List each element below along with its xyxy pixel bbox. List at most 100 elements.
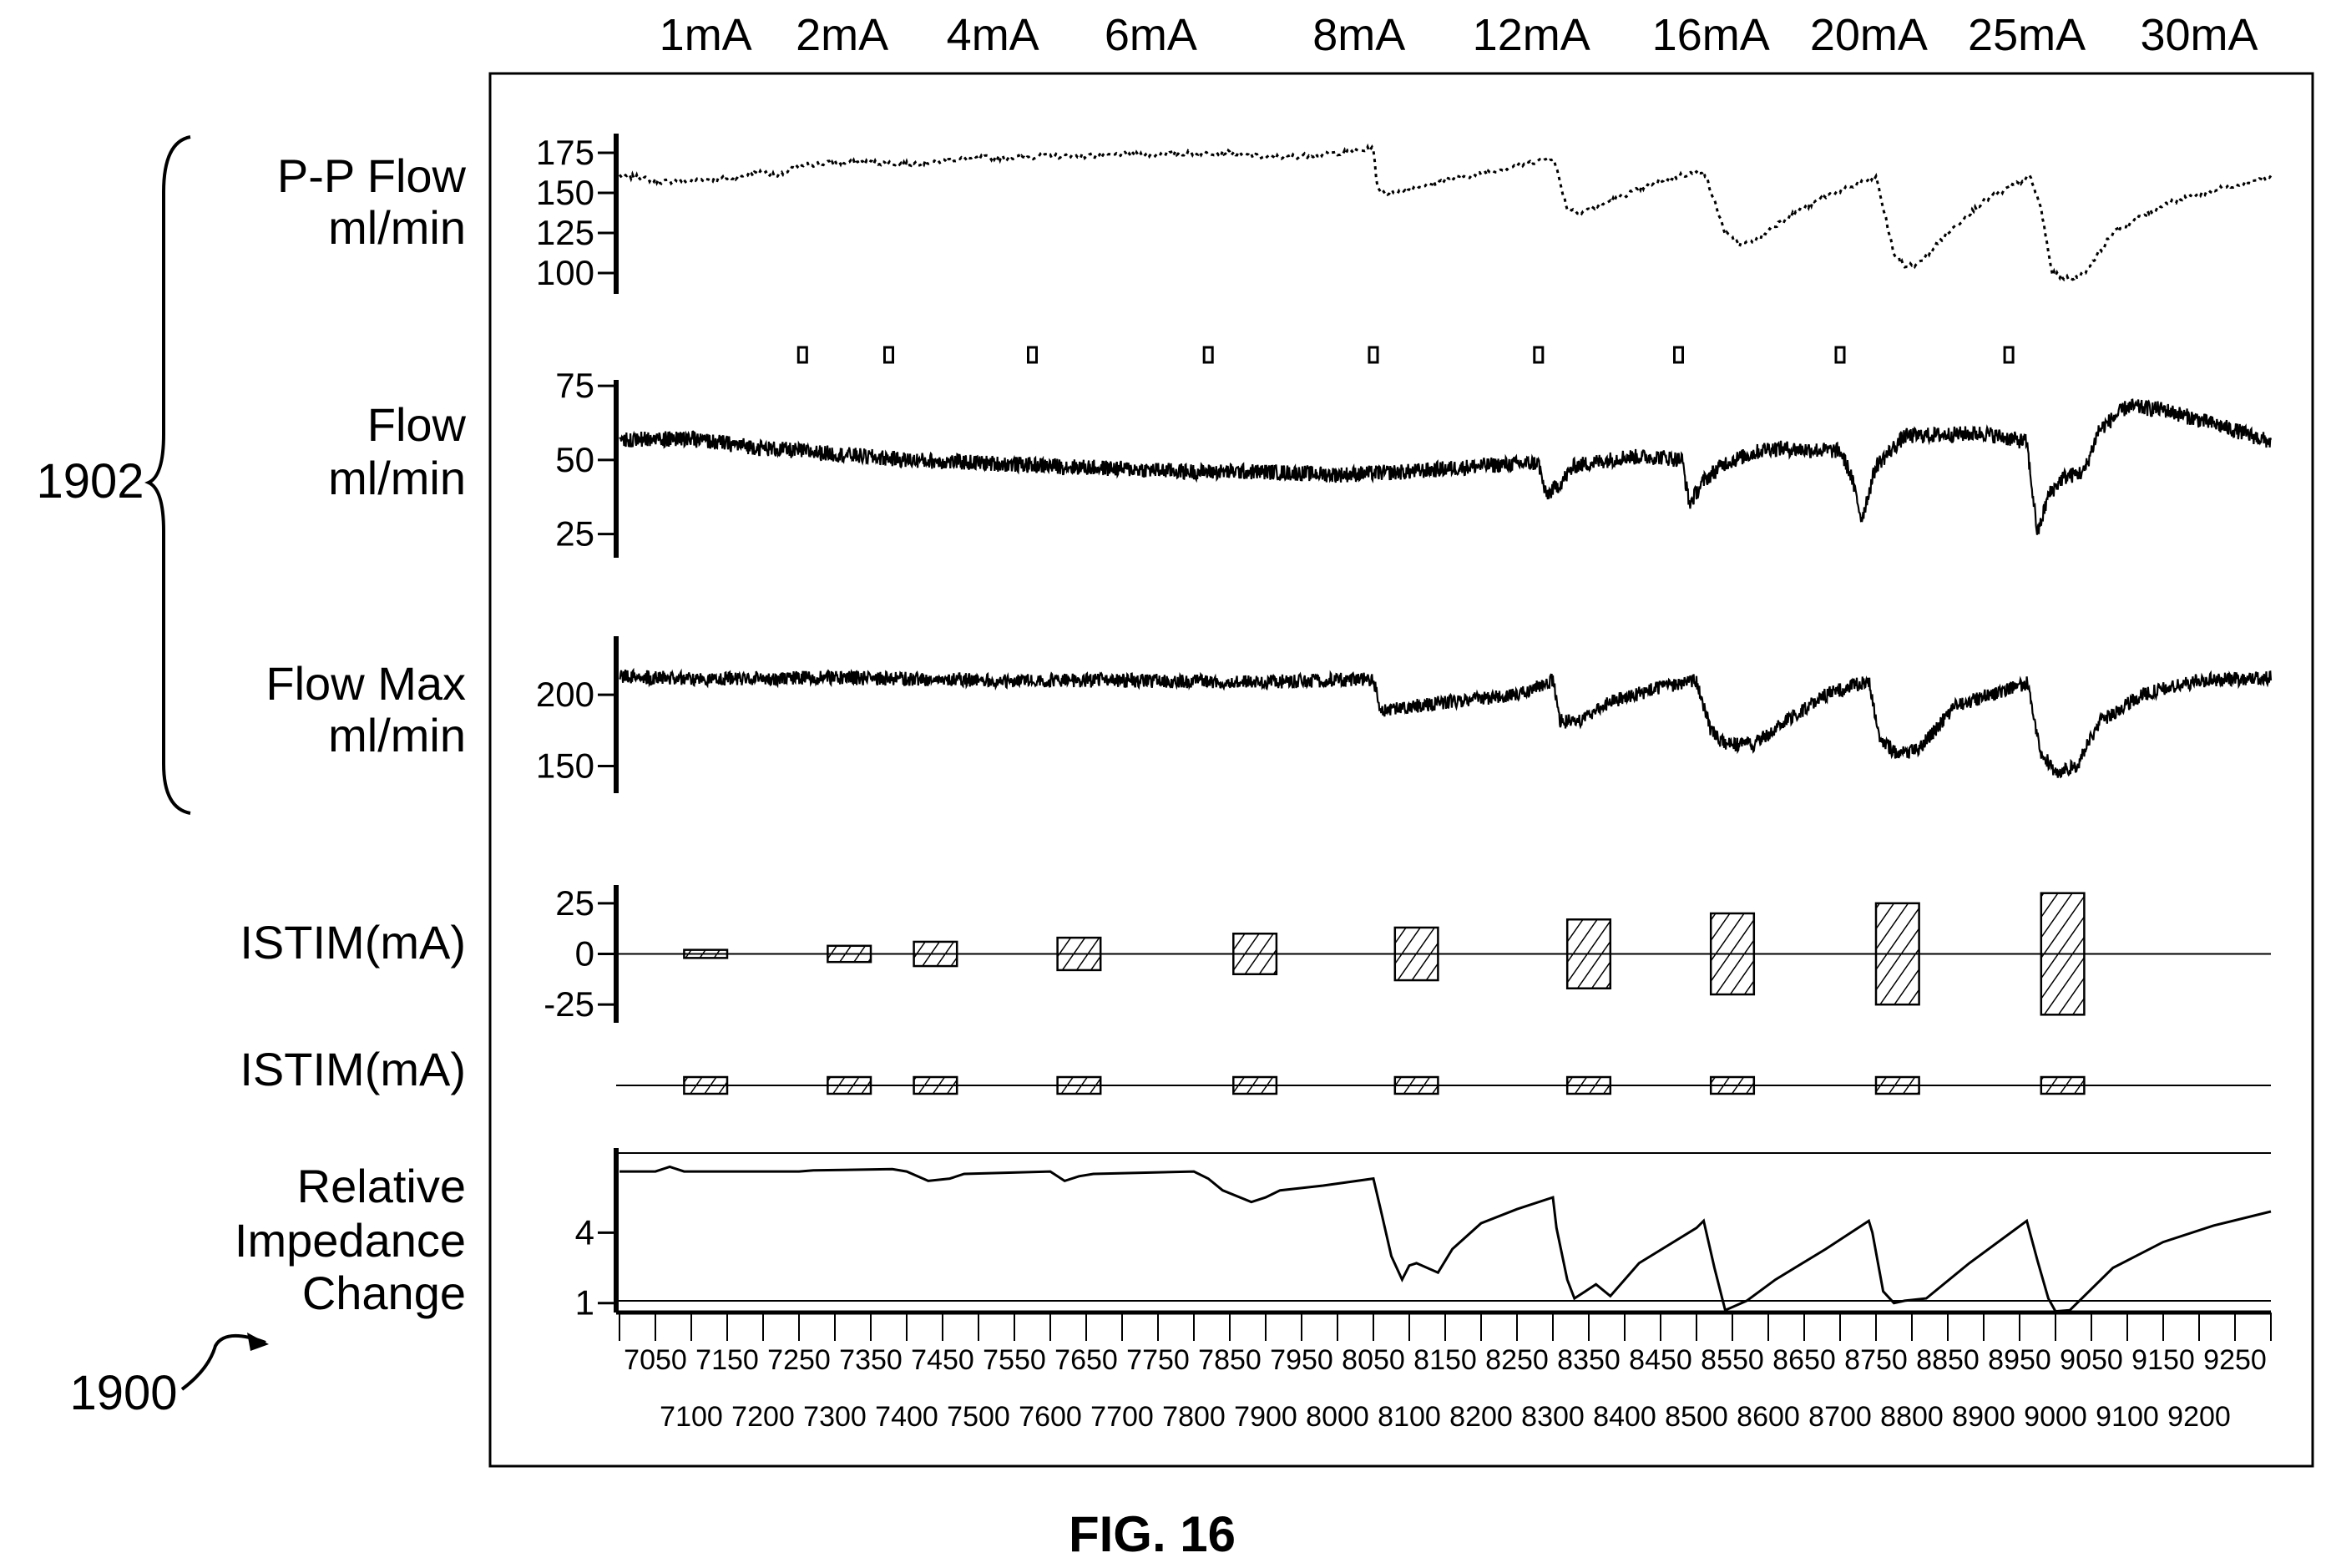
current-label: 20mA (1810, 10, 1928, 60)
x-tick-label: 8900 (1952, 1401, 2015, 1433)
x-tick-label: 8700 (1808, 1401, 1872, 1433)
current-labels-row: 1mA 2mA 4mA 6mA 8mA 12mA 16mA 20mA 25mA 30mA (660, 10, 2258, 60)
panel-label: ISTIM(mA) (240, 916, 466, 969)
panel-label: Change (302, 1267, 466, 1319)
stim-timing-box (1709, 1075, 1756, 1095)
event-markers (796, 346, 2015, 364)
x-tick-label: 7050 (624, 1344, 687, 1376)
x-tick-label: 7100 (660, 1401, 723, 1433)
panel-label: Relative (297, 1160, 466, 1212)
stim-amplitude-bar (1565, 918, 1612, 989)
x-tick-label: 7400 (875, 1401, 938, 1433)
x-tick-label: 8350 (1557, 1344, 1621, 1376)
x-tick-label: 8250 (1485, 1344, 1549, 1376)
stim-timing-box (1565, 1075, 1612, 1095)
panel-label: Flow (367, 398, 467, 451)
stim-amplitude-bar (1874, 902, 1920, 1006)
x-tick-label: 8650 (1772, 1344, 1836, 1376)
plot-frame (488, 72, 2314, 1468)
event-marker (1368, 346, 1379, 364)
y-tick-label: 25 (555, 883, 594, 923)
x-tick-label: 8150 (1413, 1344, 1477, 1376)
stim-timing-box (827, 1075, 872, 1095)
current-label: 8mA (1312, 10, 1405, 60)
current-label: 25mA (1968, 10, 2086, 60)
panels: P-P Flowml/min175150125100Flowml/min7550… (235, 133, 2273, 1323)
x-tick-label: 9150 (2131, 1344, 2195, 1376)
x-tick-label: 8300 (1521, 1401, 1585, 1433)
panel-label: Flow Max (265, 657, 466, 710)
panel-brace (144, 135, 191, 815)
ref-1900-arrowhead (247, 1333, 269, 1351)
x-tick-label: 7200 (731, 1401, 795, 1433)
x-tick-label: 8800 (1880, 1401, 1944, 1433)
stim-amplitude-bar (683, 948, 729, 959)
x-tick-label: 7650 (1054, 1344, 1118, 1376)
x-tick-label: 8750 (1844, 1344, 1908, 1376)
stim-timing-box (1232, 1075, 1278, 1095)
x-tick-label: 7150 (695, 1344, 759, 1376)
x-tick-label: 8950 (1988, 1344, 2051, 1376)
x-tick-label: 7850 (1198, 1344, 1262, 1376)
event-marker (883, 346, 894, 364)
x-tick-label: 9100 (2096, 1401, 2159, 1433)
y-tick-label: -25 (544, 984, 594, 1024)
panel-label: ml/min (328, 201, 466, 254)
x-tick-label: 7600 (1019, 1401, 1082, 1433)
y-tick-label: 150 (536, 746, 594, 786)
y-tick-label: 75 (555, 366, 594, 405)
y-tick-label: 150 (536, 173, 594, 212)
y-tick-label: 1 (575, 1283, 594, 1323)
event-marker (1834, 346, 1846, 364)
impedance-line (619, 1165, 2272, 1313)
x-tick-label: 7350 (839, 1344, 903, 1376)
x-tick-label: 8050 (1342, 1344, 1405, 1376)
x-tick-label: 8200 (1449, 1401, 1513, 1433)
current-label: 12mA (1473, 10, 1590, 60)
stim-timing-box (683, 1075, 729, 1095)
x-axis: 7050 7150 7250 7350 7450 7550 7650 7750 7850 7950… (619, 1313, 2272, 1433)
x-tick-label: 7750 (1126, 1344, 1190, 1376)
stim-timing-box (913, 1075, 958, 1095)
y-tick-label: 100 (536, 253, 594, 292)
panel-label: P-P Flow (277, 149, 467, 202)
x-tick-label: 9000 (2024, 1401, 2087, 1433)
pp-flow-line (618, 143, 2273, 282)
stim-timing-box (1874, 1075, 1920, 1095)
y-tick-label: 0 (575, 934, 594, 974)
stim-amplitude-bar (1393, 926, 1439, 982)
x-tick-label: 8500 (1665, 1401, 1728, 1433)
panel-label: ml/min (328, 709, 466, 761)
x-tick-label: 8450 (1629, 1344, 1692, 1376)
ref-1902: 1902 (36, 454, 144, 508)
x-tick-label: 7250 (767, 1344, 831, 1376)
stim-timing-box (1393, 1075, 1439, 1095)
event-marker (1202, 346, 1214, 364)
event-marker (1673, 346, 1684, 364)
stim-timing-box (1056, 1075, 1102, 1095)
panel-label: Impedance (235, 1214, 466, 1267)
x-tick-label: 7900 (1234, 1401, 1297, 1433)
stim-amplitude-bar (1232, 932, 1278, 976)
x-tick-label: 7800 (1162, 1401, 1226, 1433)
stim-amplitude-bar (827, 944, 872, 964)
y-tick-label: 25 (555, 514, 594, 554)
x-tick-label: 9250 (2203, 1344, 2267, 1376)
stim-amplitude-bar (1056, 936, 1102, 972)
panel-istim-timing: ISTIM(mA) (240, 1043, 2271, 1095)
x-tick-label: 7700 (1090, 1401, 1154, 1433)
current-label: 4mA (947, 10, 1039, 60)
stim-amplitude-bar (1709, 912, 1756, 996)
x-tick-label: 8600 (1737, 1401, 1800, 1433)
event-marker (1027, 346, 1038, 364)
panel-istim-amplitude: ISTIM(mA) 25 0 -25 (240, 883, 2271, 1024)
x-tick-label: 7500 (947, 1401, 1010, 1433)
x-tick-label: 7300 (803, 1401, 867, 1433)
event-marker (2003, 346, 2015, 364)
panel-label: ISTIM(mA) (240, 1043, 466, 1095)
y-tick-label: 175 (536, 133, 594, 172)
event-marker (1533, 346, 1545, 364)
